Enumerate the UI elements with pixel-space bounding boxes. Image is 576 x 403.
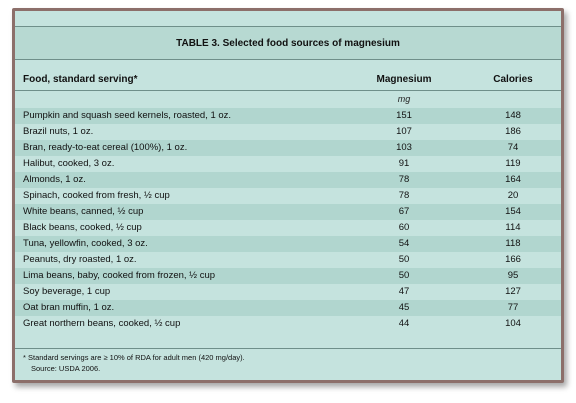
cell-calories: 74: [507, 142, 519, 153]
table-row: White beans, canned, ½ cup 67 154: [15, 204, 561, 220]
table-row: Pumpkin and squash seed kernels, roasted…: [15, 108, 561, 124]
table-row: Brazil nuts, 1 oz. 107 186: [15, 124, 561, 140]
cell-food: Tuna, yellowfin, cooked, 3 oz.: [23, 238, 148, 249]
unit-magnesium: mg: [397, 94, 411, 104]
cell-food: Spinach, cooked from fresh, ½ cup: [23, 190, 170, 201]
header-magnesium: Magnesium: [376, 74, 432, 85]
cell-magnesium: 44: [398, 318, 410, 329]
header-calories: Calories: [493, 74, 533, 85]
cell-calories: 148: [505, 110, 521, 121]
table-body: Pumpkin and squash seed kernels, roasted…: [15, 108, 561, 332]
cell-food: Halibut, cooked, 3 oz.: [23, 158, 115, 169]
table-row: Great northern beans, cooked, ½ cup 44 1…: [15, 316, 561, 332]
cell-calories: 154: [505, 206, 521, 217]
table-row: Tuna, yellowfin, cooked, 3 oz. 54 118: [15, 236, 561, 252]
cell-calories: 119: [505, 158, 521, 169]
table-row: Bran, ready-to-eat cereal (100%), 1 oz. …: [15, 140, 561, 156]
cell-food: Lima beans, baby, cooked from frozen, ½ …: [23, 270, 216, 281]
table-row: Soy beverage, 1 cup 47 127: [15, 284, 561, 300]
cell-calories: 118: [505, 238, 521, 249]
table-row: Peanuts, dry roasted, 1 oz. 50 166: [15, 252, 561, 268]
cell-food: Peanuts, dry roasted, 1 oz.: [23, 254, 137, 265]
cell-magnesium: 50: [398, 254, 410, 265]
cell-magnesium: 60: [398, 222, 410, 233]
cell-magnesium: 45: [398, 302, 410, 313]
cell-food: Bran, ready-to-eat cereal (100%), 1 oz.: [23, 142, 188, 153]
cell-food: Brazil nuts, 1 oz.: [23, 126, 94, 137]
table-frame: TABLE 3. Selected food sources of magnes…: [12, 8, 564, 383]
cell-calories: 166: [505, 254, 521, 265]
cell-magnesium: 50: [398, 270, 410, 281]
cell-food: Soy beverage, 1 cup: [23, 286, 111, 297]
table-row: Halibut, cooked, 3 oz. 91 119: [15, 156, 561, 172]
cell-food: Oat bran muffin, 1 oz.: [23, 302, 115, 313]
cell-calories: 114: [505, 222, 521, 233]
cell-food: White beans, canned, ½ cup: [23, 206, 144, 217]
table-footnote: * Standard servings are ≥ 10% of RDA for…: [23, 352, 245, 374]
cell-magnesium: 67: [398, 206, 410, 217]
table-row: Oat bran muffin, 1 oz. 45 77: [15, 300, 561, 316]
table-row: Almonds, 1 oz. 78 164: [15, 172, 561, 188]
cell-magnesium: 107: [396, 126, 412, 137]
cell-calories: 104: [505, 318, 521, 329]
cell-food: Pumpkin and squash seed kernels, roasted…: [23, 110, 232, 121]
table-header-row: Food, standard serving* Magnesium Calori…: [15, 70, 561, 91]
cell-calories: 95: [507, 270, 519, 281]
cell-magnesium: 103: [396, 142, 412, 153]
footnote-divider: [15, 348, 561, 349]
cell-calories: 127: [505, 286, 521, 297]
table-row: Lima beans, baby, cooked from frozen, ½ …: [15, 268, 561, 284]
cell-calories: 186: [505, 126, 521, 137]
units-row: mg: [15, 91, 561, 108]
cell-food: Black beans, cooked, ½ cup: [23, 222, 142, 233]
cell-calories: 77: [507, 302, 519, 313]
table-row: Black beans, cooked, ½ cup 60 114: [15, 220, 561, 236]
cell-food: Almonds, 1 oz.: [23, 174, 86, 185]
cell-magnesium: 47: [398, 286, 410, 297]
cell-magnesium: 54: [398, 238, 410, 249]
cell-calories: 164: [505, 174, 521, 185]
footnote-rda: * Standard servings are ≥ 10% of RDA for…: [23, 353, 245, 362]
header-food: Food, standard serving*: [23, 74, 138, 85]
cell-magnesium: 91: [398, 158, 410, 169]
cell-calories: 20: [507, 190, 519, 201]
table-row: Spinach, cooked from fresh, ½ cup 78 20: [15, 188, 561, 204]
cell-magnesium: 151: [396, 110, 412, 121]
cell-magnesium: 78: [398, 174, 410, 185]
footnote-source: Source: USDA 2006.: [31, 364, 101, 373]
cell-magnesium: 78: [398, 190, 410, 201]
table-title: TABLE 3. Selected food sources of magnes…: [15, 26, 561, 60]
cell-food: Great northern beans, cooked, ½ cup: [23, 318, 181, 329]
